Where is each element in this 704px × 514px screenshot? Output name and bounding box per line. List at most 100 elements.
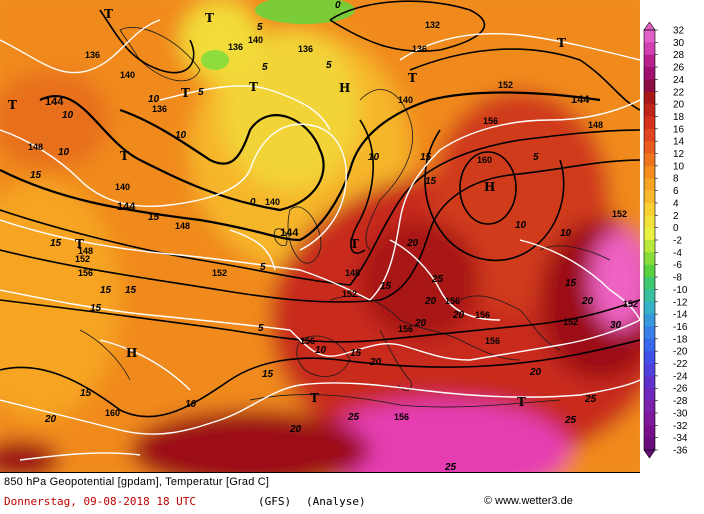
- geopotential-label: 156: [78, 268, 93, 278]
- legend-label: -18: [673, 334, 688, 345]
- geopotential-label: 152: [623, 299, 638, 309]
- legend-label: -24: [673, 371, 688, 382]
- geopotential-label: 156: [485, 336, 500, 346]
- temperature-label: 10: [315, 345, 327, 356]
- temperature-label: 10: [175, 130, 187, 141]
- legend-swatch: [644, 277, 655, 290]
- geopotential-label: 136: [298, 44, 313, 54]
- geopotential-label: 140: [115, 182, 130, 192]
- field-east-hot: [590, 230, 640, 330]
- cold-patch-greenland: [201, 50, 229, 70]
- geopotential-label: 152: [563, 317, 578, 327]
- legend-label: -36: [673, 446, 688, 457]
- geopotential-label: 152: [342, 289, 357, 299]
- legend-label: -22: [673, 359, 688, 370]
- legend-label: -30: [673, 408, 688, 419]
- temperature-label: 20: [581, 296, 594, 307]
- legend-label: 16: [673, 124, 685, 135]
- geopotential-label: 140: [265, 197, 280, 207]
- legend-label: 0: [673, 223, 679, 234]
- geopotential-label: 156: [445, 296, 460, 306]
- legend-label: 6: [673, 186, 679, 197]
- pressure-center-label: T: [408, 71, 417, 85]
- geopotential-label: 136: [228, 42, 243, 52]
- geopotential-label: 160: [477, 155, 492, 165]
- pressure-center-label: T: [120, 149, 129, 163]
- temperature-label: 15: [90, 303, 102, 314]
- pressure-center-label: T: [104, 7, 113, 21]
- geopotential-label: 136: [152, 104, 167, 114]
- temperature-label: 15: [420, 152, 432, 163]
- geopotential-label: 152: [212, 268, 227, 278]
- temperature-label: 25: [564, 415, 577, 426]
- geopotential-label: 144: [280, 227, 299, 239]
- legend-label: 10: [673, 161, 685, 172]
- source-credit[interactable]: © www.wetter3.de: [484, 495, 573, 507]
- temperature-label: 5: [258, 323, 264, 334]
- legend-label: -10: [673, 285, 688, 296]
- temperature-label: 25: [444, 462, 457, 472]
- geopotential-label: 144: [117, 201, 136, 213]
- legend-label: -20: [673, 347, 688, 358]
- legend-swatch: [644, 314, 655, 327]
- geopotential-label: 140: [398, 95, 413, 105]
- temperature-label: 15: [80, 388, 92, 399]
- temperature-label: 5: [257, 22, 263, 33]
- legend-labels: 32302826242220181614121086420-2-4-6-8-10…: [655, 26, 688, 457]
- temperature-label: 15: [380, 281, 392, 292]
- pressure-center-label: T: [249, 80, 258, 94]
- temperature-label: 25: [584, 394, 597, 405]
- legend-label: 8: [673, 174, 679, 185]
- legend-swatch: [644, 425, 655, 439]
- temperature-label: 5: [198, 87, 204, 98]
- geopotential-label: 156: [475, 310, 490, 320]
- legend-swatch: [644, 289, 655, 303]
- temperature-label: 20: [44, 414, 57, 425]
- model-name: (GFS): [258, 495, 292, 508]
- temperature-label: 0: [335, 0, 341, 11]
- legend-label: -6: [673, 260, 682, 271]
- temperature-label: 15: [50, 238, 62, 249]
- pressure-center-label: T: [205, 11, 214, 25]
- temperature-label: 10: [148, 94, 160, 105]
- legend-swatch: [644, 412, 655, 426]
- legend-swatch: [644, 178, 655, 192]
- temperature-label: 5: [260, 262, 266, 273]
- temperature-label: 10: [185, 399, 197, 410]
- temperature-label: 15: [425, 176, 437, 187]
- temperature-legend: 32302826242220181614121086420-2-4-6-8-10…: [643, 22, 688, 459]
- geopotential-label: 160: [105, 408, 120, 418]
- legend-swatch: [644, 215, 655, 229]
- valid-date: Donnerstag, 09-08-2018 18 UTC: [4, 495, 197, 508]
- temperature-label: 5: [262, 62, 268, 73]
- field-sahara-hot: [310, 400, 570, 472]
- legend-swatch: [644, 363, 655, 377]
- legend-swatch: [644, 91, 655, 105]
- geopotential-label: 132: [425, 20, 440, 30]
- temperature-label: 10: [62, 110, 74, 121]
- temperature-label: 20: [529, 367, 542, 378]
- geopotential-label: 136: [412, 44, 427, 54]
- field-north-cool: [180, 0, 260, 80]
- legend-swatch: [644, 388, 655, 402]
- field-heat-core: [360, 220, 480, 340]
- pressure-center-label: H: [126, 346, 137, 360]
- temperature-label: 15: [262, 369, 274, 380]
- legend-label: 2: [673, 211, 679, 222]
- legend-swatch: [644, 42, 655, 56]
- legend-swatch: [644, 264, 655, 278]
- temperature-label: 20: [406, 238, 419, 249]
- temperature-label: 0: [250, 197, 256, 208]
- legend-label: -2: [673, 236, 682, 247]
- temperature-label: 15: [565, 278, 577, 289]
- legend-swatch: [644, 116, 655, 130]
- temperature-label: 30: [610, 320, 622, 331]
- legend-label: 26: [673, 63, 685, 74]
- legend-swatch: [644, 338, 655, 352]
- pressure-center-label: H: [484, 180, 495, 194]
- field-africa-warm: [130, 410, 370, 472]
- legend-swatch: [644, 128, 655, 142]
- pressure-center-label: T: [75, 237, 84, 251]
- geopotential-label: 148: [345, 268, 360, 278]
- pressure-center-label: T: [8, 98, 17, 112]
